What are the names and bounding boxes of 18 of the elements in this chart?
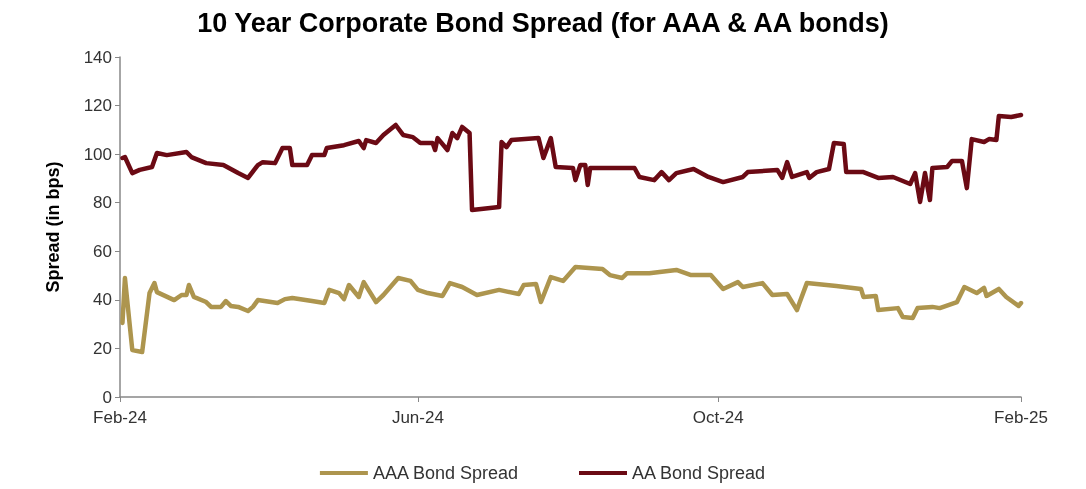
legend-label: AA Bond Spread [632, 463, 766, 483]
y-axis-title: Spread (in bps) [43, 161, 63, 293]
legend-label: AAA Bond Spread [372, 463, 519, 483]
x-tick-label: Jun-24 [391, 408, 444, 427]
y-tick-label: 80 [93, 193, 112, 213]
y-tick-label: 140 [83, 47, 112, 67]
line-series [120, 264, 1024, 355]
chart-title: 10 Year Corporate Bond Spread (for AAA & AA bonds) [197, 7, 889, 38]
y-tick-label: 120 [83, 96, 112, 116]
x-tick-label: Oct-24 [692, 408, 744, 427]
y-tick-label: 100 [83, 144, 112, 164]
y-tick-label: 40 [93, 290, 112, 310]
y-tick-label: 60 [93, 241, 112, 261]
y-tick-label: 20 [93, 338, 112, 358]
x-tick-label: Feb-24 [93, 408, 147, 427]
y-tick-label: 0 [102, 387, 112, 407]
line-series [120, 112, 1024, 213]
x-tick-label: Feb-25 [994, 408, 1048, 427]
